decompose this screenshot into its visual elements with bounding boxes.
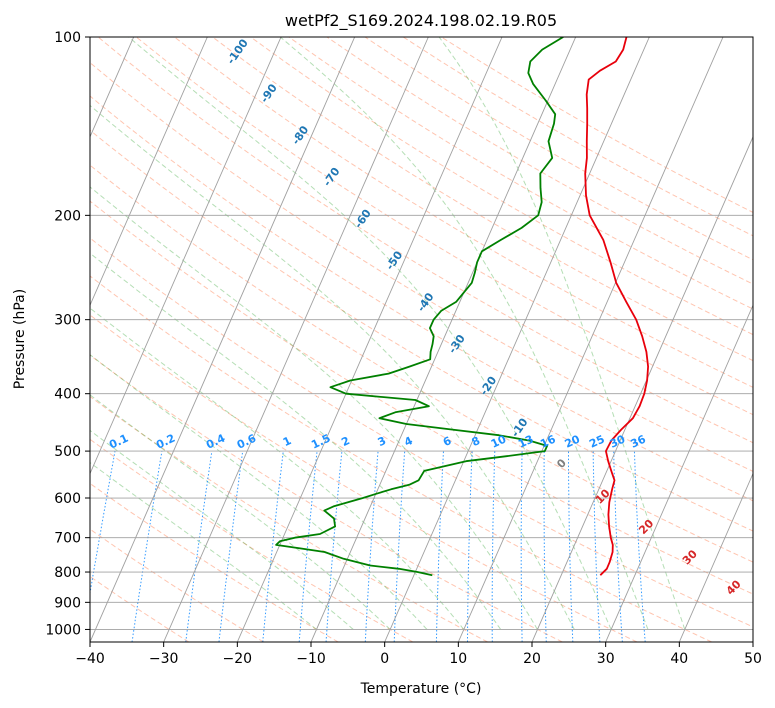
dry-adiabat-line (90, 95, 753, 502)
moist-adiabat-line (279, 37, 649, 630)
x-tick-label: −30 (149, 651, 179, 667)
mixing-ratio-line (467, 451, 473, 642)
y-tick-label: 300 (54, 313, 81, 329)
mixing-ratio-line (592, 451, 601, 642)
moist-adiabat-line (90, 354, 428, 630)
isotherm-line (384, 37, 650, 642)
moist-adiabat-line (90, 252, 502, 630)
mixing-ratio-label: 36 (629, 432, 649, 450)
y-tick-label: 200 (54, 208, 81, 224)
x-tick-label: −20 (223, 651, 253, 667)
isotherm-line (457, 37, 724, 642)
isotherm-line (678, 472, 753, 642)
dewpoint-profile-line (275, 37, 564, 577)
dry-adiabat-line (326, 37, 753, 285)
mixing-ratio-line (435, 451, 444, 642)
dry-adiabat-line (97, 37, 753, 444)
chart-title: wetPf2_S169.2024.198.02.19.R05 (285, 11, 557, 31)
y-tick-label: 600 (54, 491, 81, 507)
moist-adiabat-line (90, 429, 354, 630)
temperature-profile-line (584, 37, 649, 576)
moist-adiabat-line (90, 461, 317, 630)
moist-adiabat-line (90, 104, 575, 630)
dry-adiabat-line (135, 37, 753, 416)
mixing-ratio-line (520, 451, 523, 642)
dry-adiabat-line (90, 575, 190, 642)
y-tick-label: 800 (54, 565, 81, 581)
x-tick-label: 0 (380, 651, 389, 667)
mixing-ratio-line (543, 451, 547, 642)
mixing-ratio-label: 30 (608, 432, 628, 450)
y-tick-label: 900 (54, 595, 81, 611)
dry-adiabat-line (90, 129, 753, 532)
mixing-ratio-line (613, 451, 623, 642)
mixing-ratio-label: 16 (538, 432, 558, 450)
isotherm-line (90, 37, 208, 307)
dry-adiabat-line (174, 37, 753, 388)
dry-adiabat-line (90, 354, 563, 642)
moist-adiabat-line (438, 37, 686, 630)
x-axis-label: Temperature (°C) (360, 681, 482, 697)
x-tick-label: 30 (597, 651, 615, 667)
moist-adiabat-line (90, 186, 538, 630)
dry-adiabat-line (90, 314, 638, 642)
y-tick-label: 100 (54, 30, 81, 46)
x-tick-label: 20 (523, 651, 541, 667)
mixing-ratio-line (393, 451, 406, 642)
mixing-ratio-line (325, 451, 343, 642)
isotherm-line (163, 37, 429, 642)
mixing-ratio-line (262, 451, 284, 642)
x-tick-label: 50 (744, 651, 762, 667)
mixing-ratio-line (568, 451, 574, 642)
isotherm-line (90, 37, 282, 475)
mixing-ratio-line (298, 451, 318, 642)
moist-adiabat-line (90, 307, 465, 630)
y-tick-label: 400 (54, 387, 81, 403)
y-tick-label: 500 (54, 444, 81, 460)
y-axis-label: Pressure (hPa) (12, 289, 28, 389)
isotherm-line (605, 304, 753, 642)
y-tick-label: 1000 (45, 622, 81, 638)
isotherm-line (310, 37, 577, 642)
series-lines (275, 37, 649, 577)
dry-adiabat-line (90, 275, 712, 642)
dry-adiabat-line (90, 395, 488, 642)
moist-adiabat-line (128, 37, 612, 630)
x-tick-label: 10 (449, 651, 467, 667)
axes: −40 −30 −20 −10 0 10 20 30 40 50 100 200 300 400 500 60… (45, 30, 762, 667)
x-tick-label: 40 (670, 651, 688, 667)
dry-adiabat-line (90, 164, 753, 563)
x-tick-label: −10 (296, 651, 326, 667)
isotherm-line (90, 37, 356, 642)
plot-frame (89, 36, 754, 643)
mixing-ratio-label: 20 (563, 432, 583, 450)
mixing-ratio-label: 13 (516, 433, 535, 451)
dry-adiabat-line (90, 200, 753, 595)
x-tick-label: −40 (75, 651, 105, 667)
mixing-ratio-label: 25 (587, 433, 606, 451)
y-tick-label: 700 (54, 531, 81, 547)
mixing-ratio-label: 10 (489, 432, 509, 450)
